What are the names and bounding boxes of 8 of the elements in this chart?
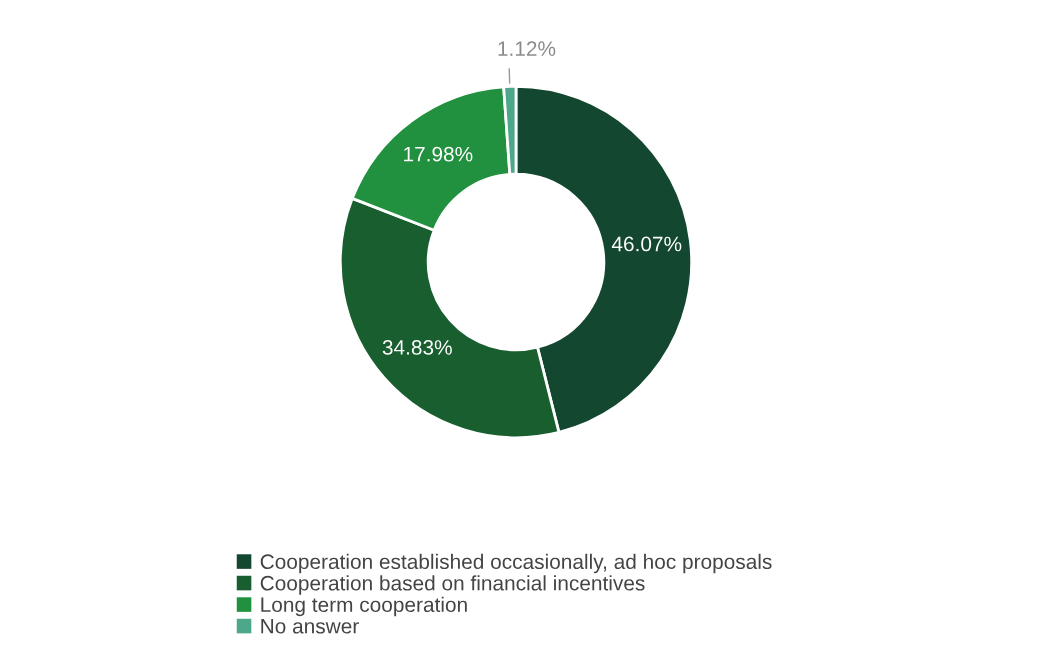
data-label: 46.07% <box>611 236 682 252</box>
data-label: 34.83% <box>382 340 452 355</box>
data-label: 17.98% <box>404 146 473 162</box>
legend-label: Long term cooperation <box>261 596 467 617</box>
legend-label: Cooperation based on financial incentives <box>260 575 645 595</box>
legend-label: No answer <box>261 619 359 634</box>
data-label: 1.12% <box>498 41 556 56</box>
legend-label: Cooperation established occasionally, ad hoc proposals <box>260 553 772 574</box>
